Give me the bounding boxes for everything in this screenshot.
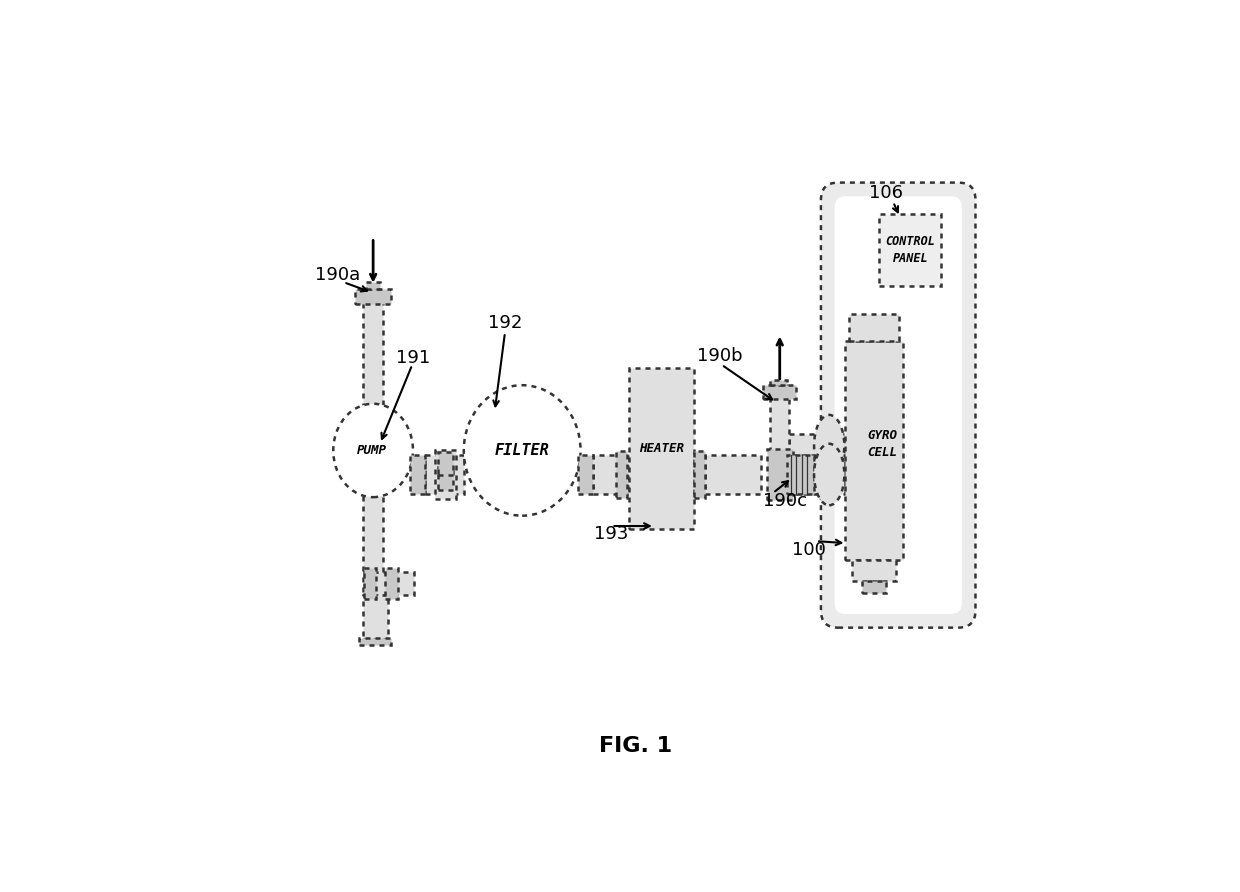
Text: CONTROL
PANEL: CONTROL PANEL <box>885 235 935 265</box>
Bar <box>453 455 464 494</box>
Bar <box>435 450 455 499</box>
Bar <box>879 213 941 285</box>
Bar <box>770 385 790 455</box>
Bar <box>363 289 383 425</box>
Text: 190b: 190b <box>697 347 743 365</box>
Bar <box>438 467 453 490</box>
Ellipse shape <box>334 404 413 497</box>
Text: 190a: 190a <box>315 267 360 285</box>
Bar <box>438 452 453 475</box>
Bar <box>363 494 383 572</box>
Bar <box>629 368 694 530</box>
Ellipse shape <box>464 385 580 516</box>
Bar <box>862 581 887 593</box>
Text: 190c: 190c <box>763 491 806 509</box>
Bar <box>366 282 381 289</box>
Bar <box>363 572 414 595</box>
Text: FILTER: FILTER <box>495 443 549 458</box>
FancyBboxPatch shape <box>821 183 976 628</box>
Text: HEATER: HEATER <box>639 442 683 455</box>
Text: 193: 193 <box>594 525 629 543</box>
Bar <box>764 385 796 399</box>
Bar <box>852 560 897 581</box>
Text: 106: 106 <box>869 184 903 202</box>
Text: PUMP: PUMP <box>357 444 387 457</box>
Bar <box>792 455 844 494</box>
Bar <box>356 289 391 304</box>
Text: FIG. 1: FIG. 1 <box>599 736 672 756</box>
Bar <box>704 455 760 494</box>
Bar <box>410 455 425 494</box>
Bar <box>844 341 904 560</box>
Bar <box>766 450 792 500</box>
Text: 100: 100 <box>792 541 826 559</box>
Text: 191: 191 <box>397 349 430 367</box>
Bar <box>790 434 844 458</box>
Bar <box>578 455 593 494</box>
Ellipse shape <box>815 443 844 505</box>
Text: 192: 192 <box>487 314 522 333</box>
Text: GYRO
CELL: GYRO CELL <box>868 428 898 458</box>
Ellipse shape <box>815 415 844 476</box>
Bar <box>363 595 388 640</box>
Bar <box>360 638 391 645</box>
Bar <box>849 315 899 341</box>
Bar <box>593 455 629 494</box>
Bar <box>386 568 398 599</box>
Bar <box>616 451 627 498</box>
Bar <box>786 455 815 494</box>
FancyBboxPatch shape <box>835 196 962 614</box>
Bar <box>770 380 787 385</box>
Bar <box>425 455 438 494</box>
Bar <box>363 568 376 599</box>
Bar <box>363 458 383 495</box>
Bar <box>694 451 704 498</box>
